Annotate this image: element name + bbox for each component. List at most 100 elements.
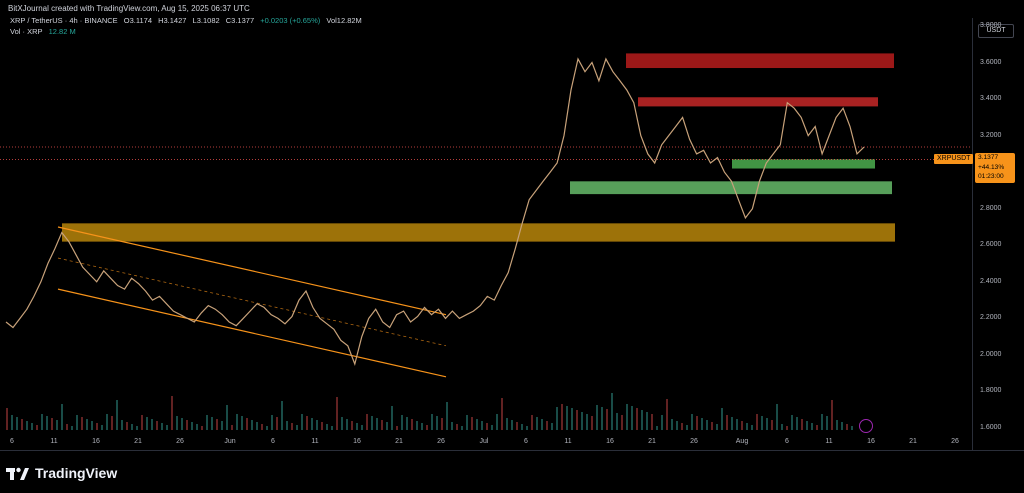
volume-bar: [31, 423, 33, 430]
bar-countdown: 01:23:00: [978, 173, 1004, 180]
price-tick: 1.6000: [980, 424, 1002, 431]
volume-bar: [91, 421, 93, 430]
volume-bar: [821, 414, 823, 430]
volume-label[interactable]: Vol · XRP: [10, 27, 43, 36]
volume-bar: [691, 414, 693, 430]
volume-bar: [301, 414, 303, 430]
volume-bar: [131, 424, 133, 430]
volume-bar: [536, 417, 538, 430]
volume-bar: [786, 426, 788, 430]
price-chart[interactable]: [0, 18, 972, 436]
price-tick: 2.2000: [980, 314, 1002, 322]
volume-bar: [196, 424, 198, 430]
volume-bar: [851, 426, 853, 430]
volume-bar: [721, 408, 723, 430]
volume-bar: [311, 418, 313, 430]
brand-name: TradingView: [35, 465, 118, 481]
volume-bar: [401, 415, 403, 430]
volume-bar: [456, 424, 458, 430]
volume-bar: [366, 414, 368, 430]
volume-bar: [426, 425, 428, 430]
volume-bar: [551, 423, 553, 430]
price-axis[interactable]: [972, 18, 1024, 450]
price-tick: 2.6000: [980, 241, 1002, 249]
time-tick: 11: [825, 438, 833, 445]
volume-bar: [36, 425, 38, 430]
volume-bar: [191, 422, 193, 430]
volume-bar: [531, 415, 533, 430]
volume-bar: [516, 422, 518, 430]
volume-bar: [676, 421, 678, 430]
volume-bar: [81, 417, 83, 430]
volume-bar: [591, 416, 593, 430]
volume-legend-value: 12.82 M: [48, 27, 76, 36]
time-tick: 16: [606, 438, 614, 445]
volume-bar: [106, 414, 108, 430]
volume-bar: [716, 424, 718, 430]
volume-bar: [51, 418, 53, 430]
volume-bar: [586, 414, 588, 430]
volume-bar: [306, 416, 308, 430]
price-tick: 2.4000: [980, 277, 1002, 285]
volume-bar: [731, 417, 733, 430]
volume-bar: [296, 425, 298, 430]
volume-bar: [281, 401, 283, 430]
time-tick: 21: [134, 438, 142, 445]
time-tick: 21: [648, 438, 656, 445]
volume-bar: [216, 419, 218, 430]
volume-bar: [271, 415, 273, 430]
volume-bar: [751, 425, 753, 430]
volume-bar: [341, 417, 343, 430]
time-tick: 11: [564, 438, 572, 445]
zone-3: [570, 181, 892, 195]
volume-bar: [101, 425, 103, 430]
volume-bar: [816, 425, 818, 430]
flash-icon[interactable]: [859, 419, 873, 433]
currency-button[interactable]: USDT: [978, 24, 1014, 38]
volume-bar: [226, 405, 228, 430]
symbol-title[interactable]: XRP / TetherUS · 4h · BINANCE: [10, 16, 118, 25]
volume-bar: [846, 424, 848, 430]
volume-bar: [541, 419, 543, 430]
volume-bar: [641, 410, 643, 430]
price-tick: 3.8000: [980, 22, 1002, 29]
volume-bar: [86, 419, 88, 430]
channel-mid-line: [57, 257, 447, 347]
volume-bar: [126, 422, 128, 430]
time-tick: 11: [50, 438, 58, 445]
volume-bar: [16, 417, 18, 430]
volume-bar: [681, 423, 683, 430]
volume-bar: [41, 414, 43, 430]
volume-bar: [471, 417, 473, 430]
volume-bar: [136, 426, 138, 430]
volume-bar: [321, 422, 323, 430]
volume-bar: [171, 396, 173, 430]
volume-bar: [791, 415, 793, 430]
volume-bar: [506, 418, 508, 430]
high-value: H3.1427: [158, 16, 187, 25]
volume-bar: [796, 417, 798, 430]
time-tick: 11: [311, 438, 319, 445]
volume-bar: [611, 393, 613, 430]
volume-bar: [416, 421, 418, 430]
price-tick: 3.4000: [980, 95, 1002, 103]
volume-bar: [666, 399, 668, 430]
price-tick: 3.6000: [980, 58, 1002, 66]
volume-bar: [181, 418, 183, 430]
volume-bar: [431, 414, 433, 430]
time-tick: 16: [92, 438, 100, 445]
volume-bar: [231, 425, 233, 430]
volume-bar: [421, 423, 423, 430]
change-value: +0.0203 (+0.65%): [260, 16, 321, 25]
volume-bar: [576, 410, 578, 430]
volume-bar: [411, 419, 413, 430]
volume-bar: [286, 421, 288, 430]
volume-bar: [116, 400, 118, 430]
volume-bar: [446, 402, 448, 430]
volume-bar: [406, 417, 408, 430]
last-price: 3.1377: [978, 154, 999, 161]
zone-2: [732, 159, 875, 169]
volume-bar: [806, 421, 808, 430]
volume-bar: [491, 425, 493, 430]
volume-bar: [636, 408, 638, 430]
